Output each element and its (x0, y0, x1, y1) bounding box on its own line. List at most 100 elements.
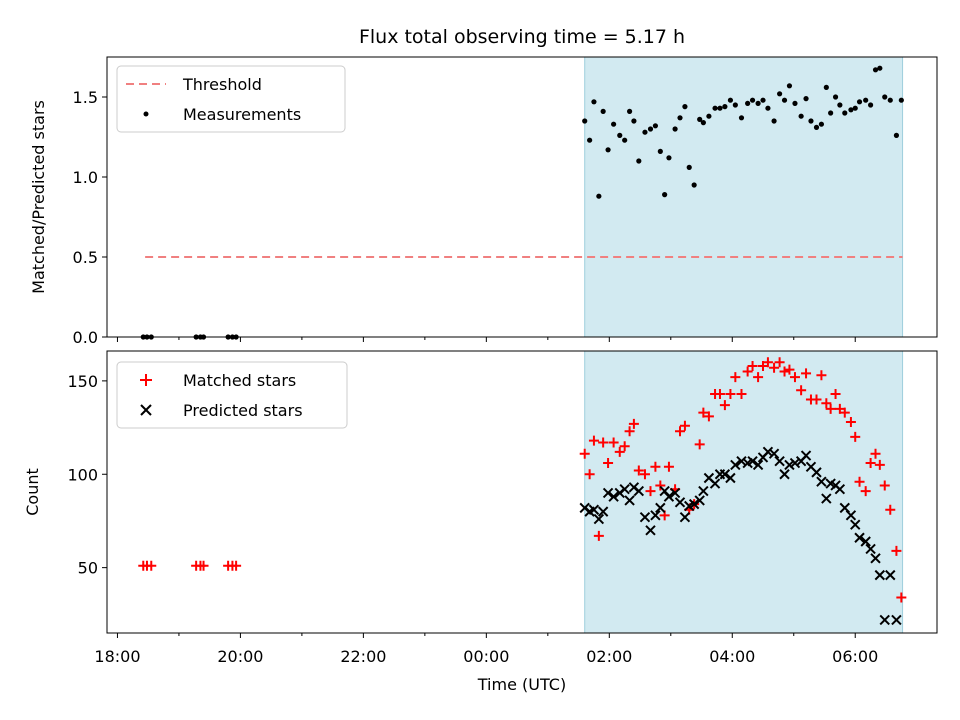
measurement-point (868, 102, 874, 108)
measurement-point (856, 99, 863, 105)
predicted-star-point (650, 510, 661, 521)
predicted-star-point (698, 485, 709, 497)
measurement-point (682, 104, 688, 110)
bottom-x-ticks: 18:00 20:00 22:00 00:00 02:00 04:00 06:00 (94, 633, 878, 666)
measurement-point (717, 105, 723, 111)
x-tick-label: 20:00 (217, 647, 263, 666)
measurement-point (828, 110, 834, 116)
measurement-point (749, 97, 756, 103)
matched-star-point (639, 469, 650, 480)
predicted-star-point (694, 495, 705, 506)
y-tick-label: 150 (67, 372, 98, 391)
matched-star-point (753, 372, 764, 383)
measurement-point (706, 113, 712, 119)
x-tick-label: 06:00 (832, 647, 878, 666)
measurement-point (591, 99, 597, 105)
predicted-star-point (854, 532, 865, 543)
matched-star-point (650, 461, 661, 472)
measurement-point (631, 118, 637, 124)
matched-star-point (736, 388, 747, 399)
predicted-star-point (663, 491, 675, 502)
measurement-point (898, 97, 904, 103)
predicted-star-point (719, 469, 731, 480)
measurement-point (786, 83, 793, 89)
measurement-point (893, 132, 900, 138)
predicted-star-point (602, 487, 614, 499)
predicted-star-point (845, 510, 857, 521)
measurement-point (732, 102, 738, 108)
measurement-point (677, 115, 683, 121)
measurement-point (596, 193, 602, 199)
predicted-star-point (789, 457, 801, 469)
predicted-star-point (655, 502, 666, 514)
matched-star-point (774, 357, 785, 368)
predicted-star-point (725, 472, 736, 484)
predicted-star-point (588, 504, 600, 515)
matched-star-point (584, 469, 595, 480)
y-tick-label: 1.5 (73, 88, 98, 107)
matched-star-point (825, 403, 836, 414)
predicted-star-point (608, 491, 619, 502)
measurement-point (852, 105, 858, 111)
matched-star-point (784, 364, 795, 375)
bottom-legend: Matched stars Predicted stars (116, 361, 348, 429)
matched-star-point (879, 480, 890, 491)
matched-star-point (694, 439, 705, 450)
predicted-star-point (597, 506, 609, 517)
predicted-star-point (834, 483, 846, 495)
matched-star-point (821, 398, 832, 409)
predicted-star-point (688, 498, 700, 510)
measurement-point (657, 148, 663, 154)
measurement-point (691, 182, 697, 188)
top-y-ticks: 0.0 0.5 1.0 1.5 (73, 88, 107, 347)
bottom-y-axis-label: Count (23, 468, 42, 516)
measurement-point (662, 192, 668, 198)
measurement-point (722, 104, 728, 110)
y-tick-label: 0.5 (73, 248, 98, 267)
matched-star-point (779, 366, 790, 377)
matched-star-point (198, 560, 209, 571)
predicted-star-point (709, 478, 721, 489)
measurement-point (642, 129, 648, 135)
matched-star-point (663, 461, 674, 472)
measurement-point (666, 155, 672, 161)
matched-star-point (874, 459, 885, 470)
measurement-point (837, 102, 843, 108)
matched-star-point (742, 366, 753, 377)
matched-star-point (865, 458, 876, 469)
matched-star-point (655, 480, 666, 491)
measurement-point (765, 105, 771, 111)
measurement-point (697, 116, 703, 122)
y-tick-label: 50 (78, 559, 98, 578)
measurement-point (652, 123, 659, 129)
measurement-point (842, 110, 848, 116)
matched-star-point (719, 400, 730, 411)
matched-star-point (789, 372, 800, 383)
x-tick-label: 00:00 (463, 647, 509, 666)
measurement-point (600, 108, 606, 114)
predicted-star-point (870, 553, 881, 564)
legend-threshold-label: Threshold (182, 75, 262, 94)
measurement-point (781, 97, 788, 103)
measurement-point (617, 132, 623, 138)
measurement-point (712, 105, 718, 111)
matched-star-point (588, 435, 599, 446)
measurement-point (832, 94, 839, 100)
measurement-point (582, 118, 588, 124)
x-tick-label: 18:00 (94, 647, 140, 666)
predicted-star-point (679, 512, 691, 523)
matched-star-point (598, 437, 609, 448)
matched-star-point (896, 592, 907, 603)
predicted-star-point (860, 536, 871, 547)
predicted-star-point (674, 497, 686, 508)
measurement-point (755, 100, 761, 106)
measurement-point (700, 120, 706, 126)
matched-star-point (608, 437, 619, 448)
count-points (138, 357, 907, 626)
predicted-star-point (865, 543, 876, 555)
bottom-panel-frame (106, 350, 938, 634)
matched-star-point (645, 486, 656, 497)
matched-star-point (725, 388, 736, 399)
predicted-star-point (816, 476, 827, 487)
predicted-star-point (768, 448, 780, 459)
